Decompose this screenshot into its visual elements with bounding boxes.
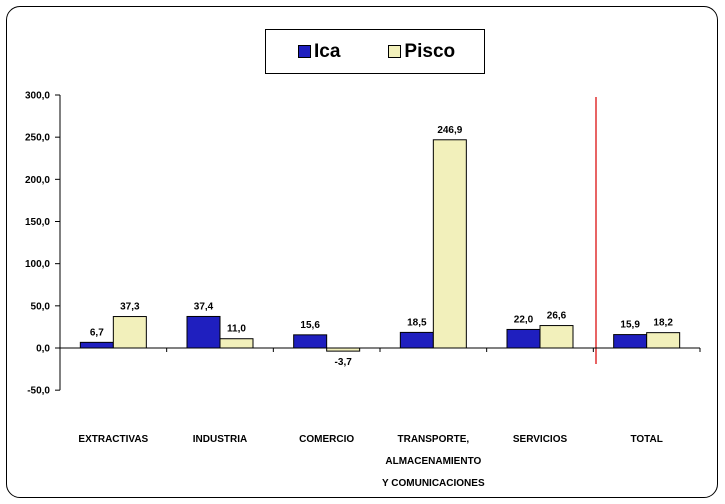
data-label-ica: 22,0 — [514, 314, 534, 325]
x-category-label: ALMACENAMIENTO — [385, 456, 481, 467]
y-tick-label: 150,0 — [25, 217, 50, 228]
x-category-label: COMERCIO — [299, 434, 354, 445]
data-label-pisco: 26,6 — [547, 311, 567, 322]
bar-ica — [186, 315, 221, 349]
bar-pisco — [112, 316, 147, 349]
data-label-pisco: 18,2 — [653, 318, 673, 329]
x-category-label: INDUSTRIA — [193, 434, 247, 445]
data-label-ica: 18,5 — [407, 317, 427, 328]
bar-pisco — [646, 332, 681, 349]
x-category-label: TRANSPORTE, — [397, 434, 469, 445]
chart-frame — [6, 6, 718, 498]
x-category-label: SERVICIOS — [513, 434, 568, 445]
y-tick-label: 0,0 — [36, 344, 50, 355]
legend-swatch-pisco — [388, 45, 402, 58]
legend: Ica Pisco — [265, 29, 485, 74]
bar-ica — [506, 328, 541, 349]
y-tick-label: -50,0 — [27, 386, 50, 397]
legend-swatch-ica — [298, 45, 311, 58]
data-label-ica: 15,6 — [300, 320, 320, 331]
x-category-label: Y COMUNICACIONES — [382, 478, 485, 489]
bar-ica — [399, 331, 434, 349]
legend-label-ica: Ica — [314, 40, 341, 62]
legend-item-pisco: Pisco — [388, 41, 455, 63]
y-tick-label: 100,0 — [25, 259, 50, 270]
bar-pisco — [219, 338, 254, 349]
data-label-ica: 37,4 — [194, 301, 214, 312]
x-category-label: TOTAL — [630, 434, 662, 445]
data-label-pisco: -3,7 — [335, 357, 353, 368]
legend-item-ica: Ica — [298, 41, 340, 63]
y-tick-label: 300,0 — [25, 91, 50, 102]
data-label-ica: 6,7 — [90, 327, 104, 338]
x-category-label: EXTRACTIVAS — [78, 434, 148, 445]
bar-ica — [613, 334, 648, 349]
y-tick-label: 250,0 — [25, 133, 50, 144]
y-tick-label: 50,0 — [31, 301, 51, 312]
bar-ica — [79, 341, 114, 349]
bar-pisco — [326, 347, 361, 352]
data-label-pisco: 246,9 — [437, 125, 462, 136]
legend-label-pisco: Pisco — [404, 40, 456, 62]
bar-ica — [293, 334, 328, 349]
data-label-pisco: 37,3 — [120, 302, 140, 313]
bar-pisco — [432, 139, 467, 349]
data-label-pisco: 11,0 — [227, 324, 246, 335]
data-label-ica: 15,9 — [620, 320, 640, 331]
bar-pisco — [539, 325, 574, 349]
y-tick-label: 200,0 — [25, 175, 50, 186]
